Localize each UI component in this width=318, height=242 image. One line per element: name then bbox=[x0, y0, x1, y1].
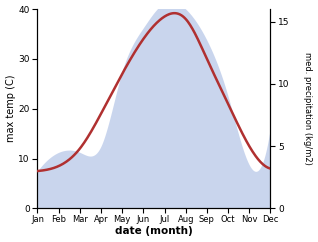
Y-axis label: med. precipitation (kg/m2): med. precipitation (kg/m2) bbox=[303, 52, 313, 165]
X-axis label: date (month): date (month) bbox=[115, 227, 193, 236]
Y-axis label: max temp (C): max temp (C) bbox=[5, 75, 16, 143]
